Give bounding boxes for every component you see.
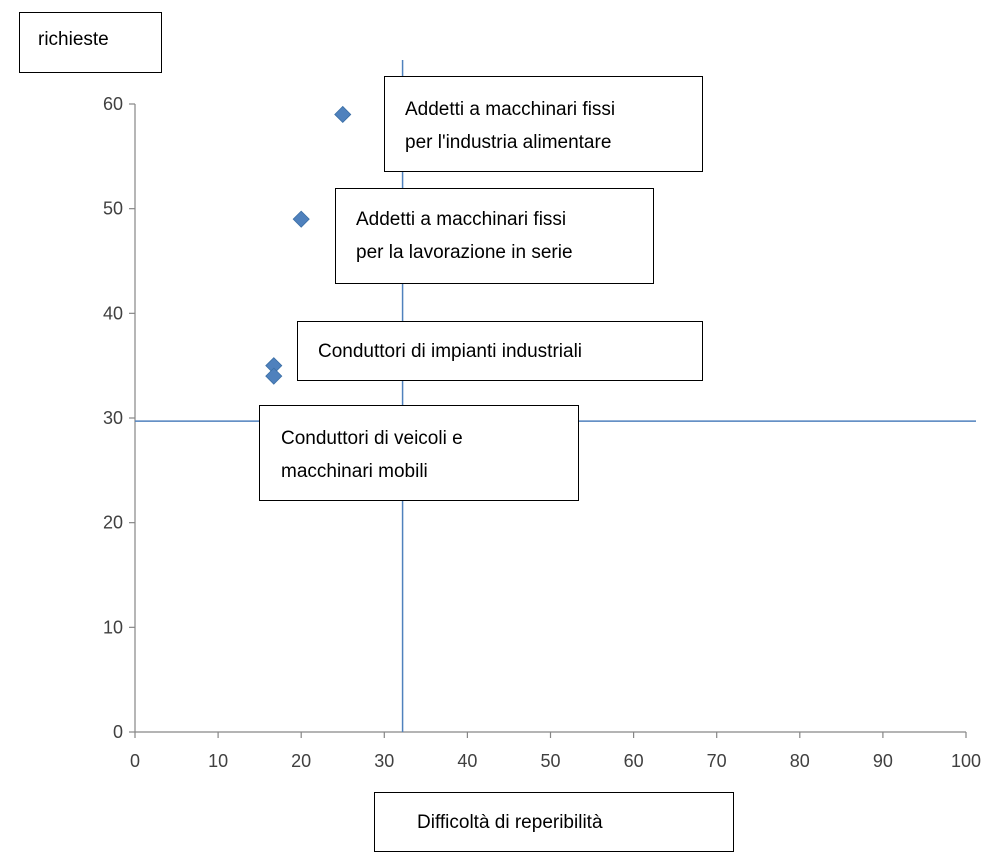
x-tick-label: 80 [790, 751, 810, 771]
x-tick-label: 100 [951, 751, 981, 771]
axes: 0 10 20 30 40 50 60 0 10 20 30 40 50 60 70 80 90 100 [103, 94, 981, 771]
annotation-line: Addetti a macchinari fissi [356, 209, 567, 230]
data-point-marker [265, 367, 283, 385]
x-tick-label: 0 [130, 751, 140, 771]
y-tick-label: 40 [103, 303, 123, 323]
data-points [265, 105, 352, 385]
data-point-marker [292, 210, 310, 228]
x-tick-label: 20 [291, 751, 311, 771]
y-axis-title: richieste [38, 29, 109, 50]
x-axis-title: Difficoltà di reperibilità [417, 812, 603, 833]
y-tick-label: 0 [113, 722, 123, 742]
annotation-line: per la lavorazione in serie [356, 242, 573, 263]
annotation-industrial-plants: Conduttori di impianti industriali [297, 321, 703, 381]
y-tick-label: 50 [103, 199, 123, 219]
x-axis-title-box: Difficoltà di reperibilità [374, 792, 734, 852]
annotation-vehicles: Conduttori di veicoli e macchinari mobil… [259, 405, 579, 501]
y-axis-title-box: richieste [19, 12, 162, 73]
annotation-line: Addetti a macchinari fissi [405, 99, 616, 120]
annotation-serial-processing: Addetti a macchinari fissi per la lavora… [335, 188, 654, 284]
x-tick-label: 70 [707, 751, 727, 771]
annotation-line: Conduttori di impianti industriali [318, 341, 583, 362]
annotation-line: Conduttori di veicoli e [281, 428, 463, 449]
x-tick-label: 30 [374, 751, 394, 771]
x-tick-label: 50 [540, 751, 560, 771]
x-tick-label: 10 [208, 751, 228, 771]
x-tick-label: 60 [624, 751, 644, 771]
annotation-line: macchinari mobili [281, 461, 428, 482]
y-tick-label: 30 [103, 408, 123, 428]
x-tick-label: 40 [457, 751, 477, 771]
data-point-marker [334, 105, 352, 124]
x-tick-label: 90 [873, 751, 893, 771]
y-tick-label: 60 [103, 94, 123, 114]
y-tick-label: 20 [103, 513, 123, 533]
y-tick-label: 10 [103, 617, 123, 637]
annotation-food-industry: Addetti a macchinari fissi per l'industr… [384, 76, 703, 172]
annotation-line: per l'industria alimentare [405, 132, 612, 153]
